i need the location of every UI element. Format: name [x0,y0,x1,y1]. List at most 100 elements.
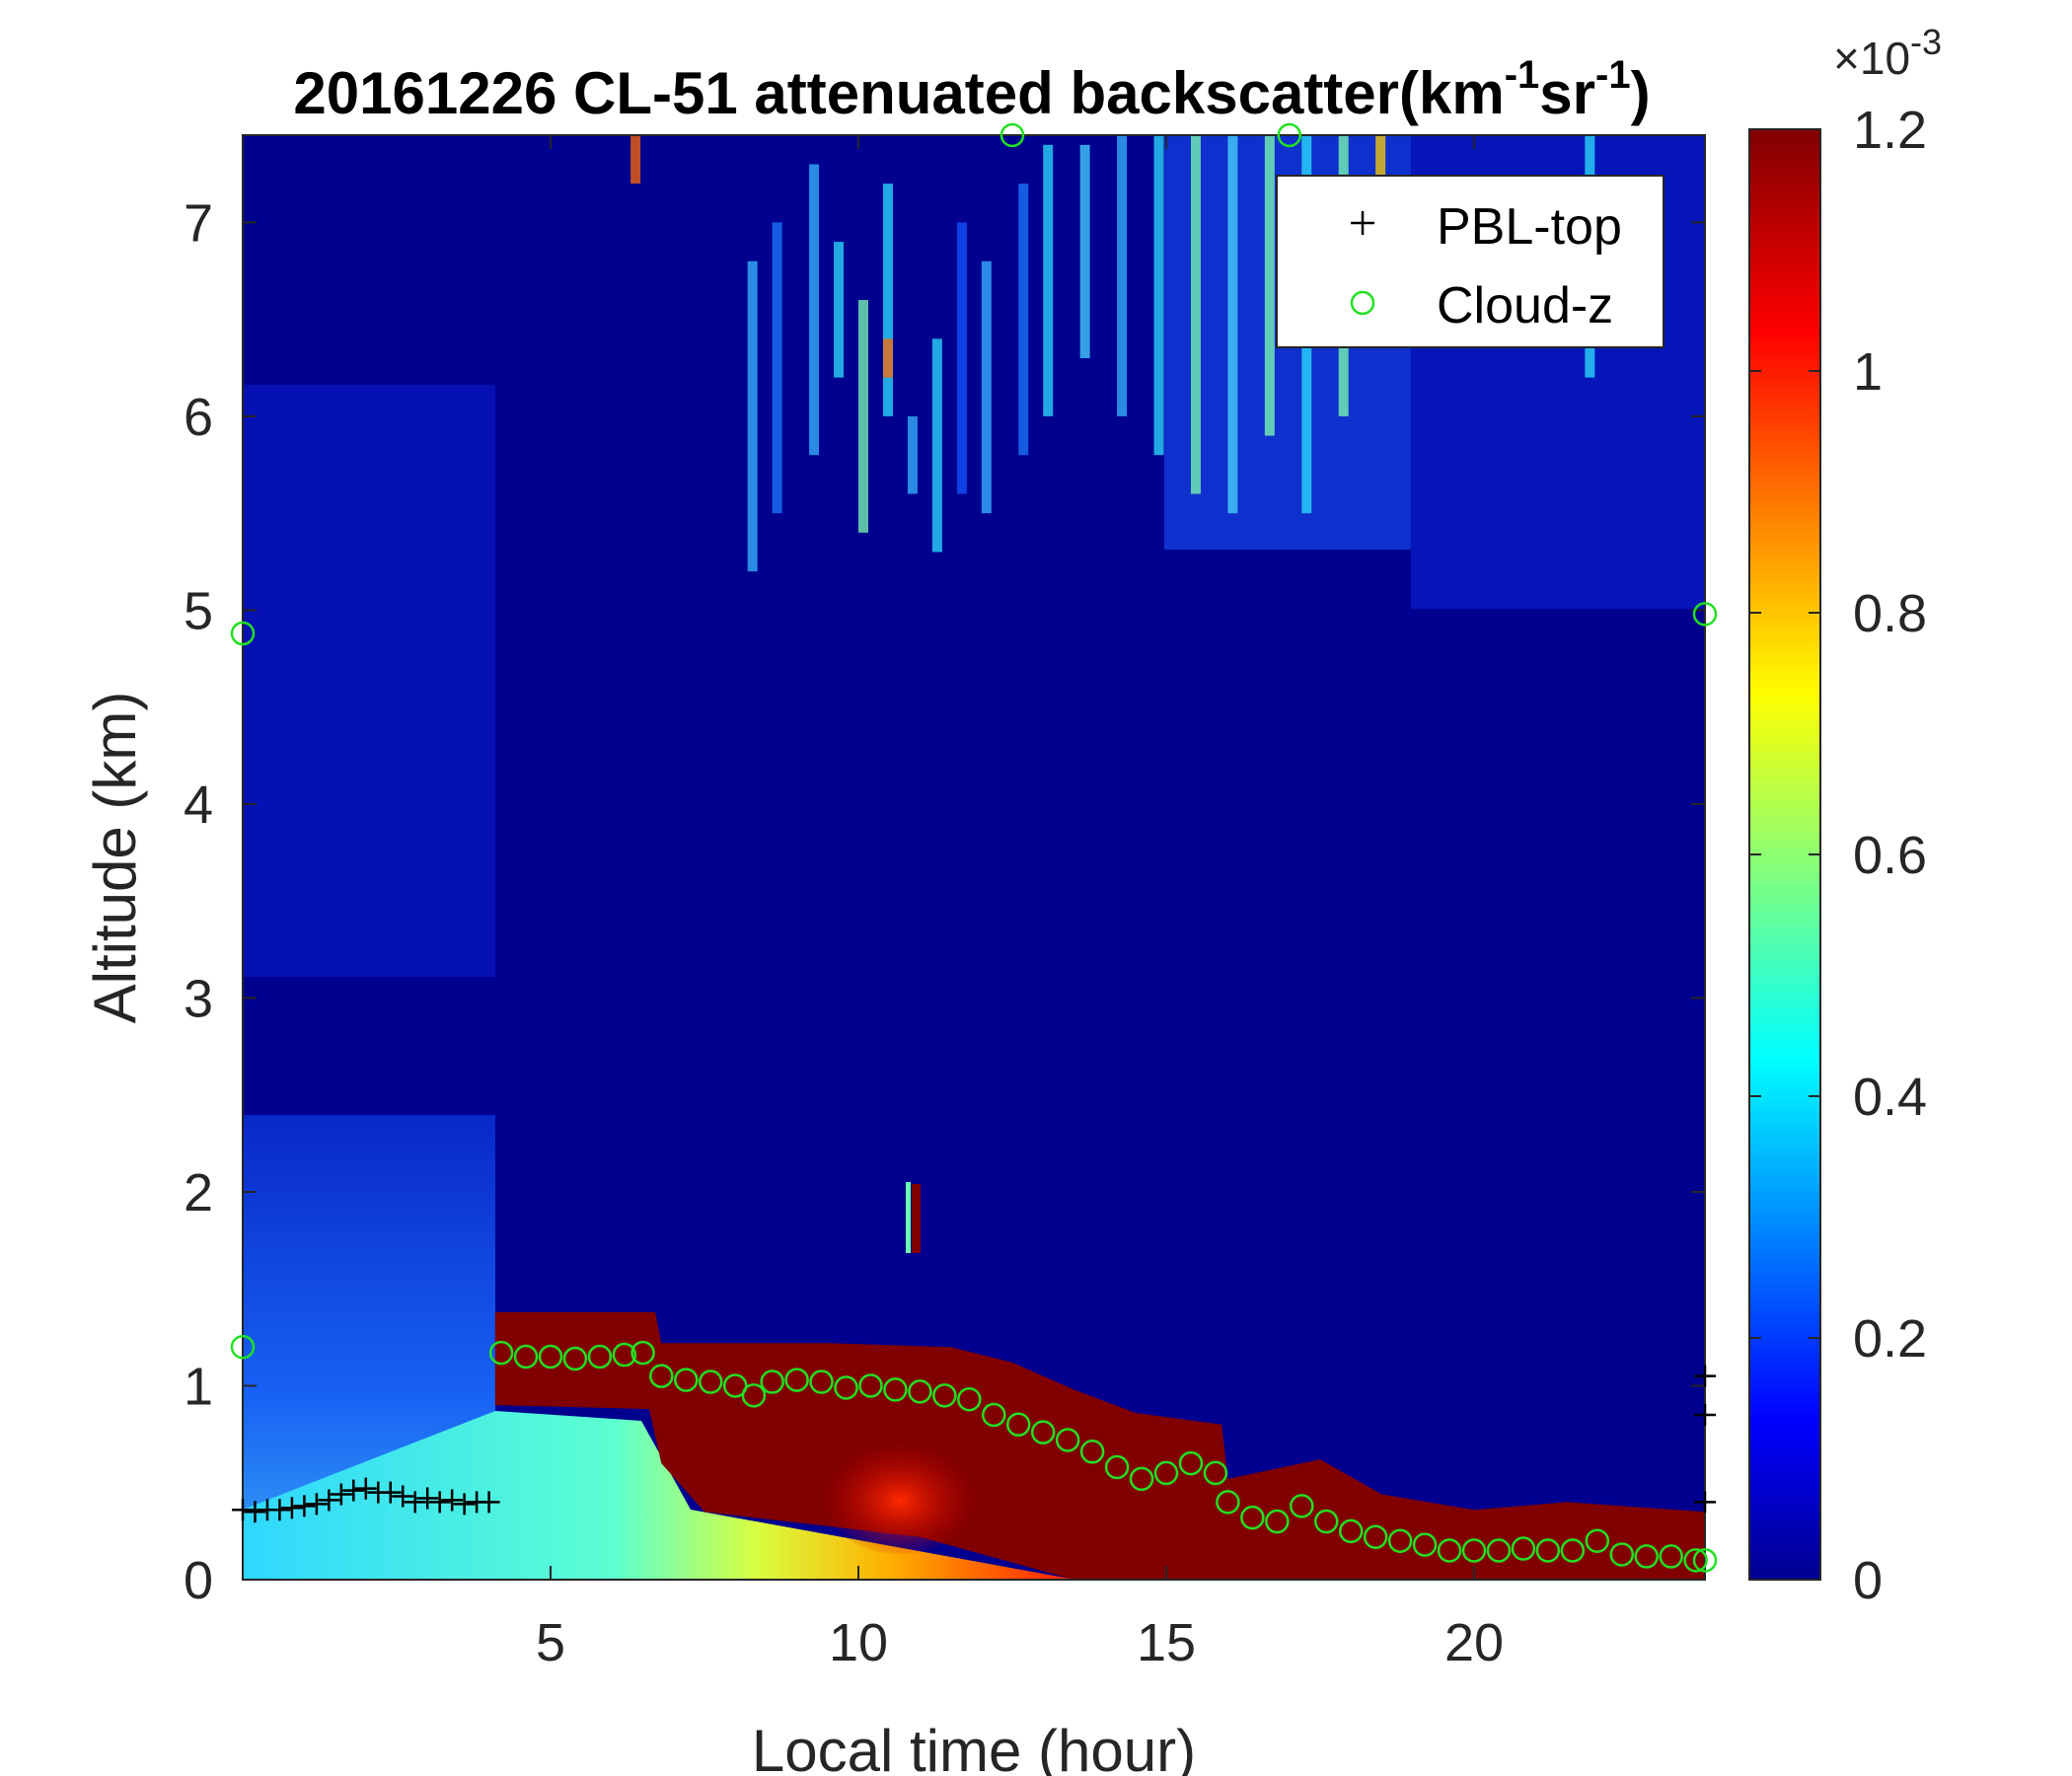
cloud-z-marker [741,1383,767,1408]
pbl-top-marker [379,1481,402,1504]
cloud-streak [1190,135,1201,494]
y-tick-label: 1 [184,1357,213,1416]
pbl-top-marker [1694,1491,1716,1514]
y-tick-label: 3 [184,969,213,1028]
pbl-top-marker [293,1495,316,1517]
cloud-z-marker [834,1375,858,1400]
cloud-z-marker [1412,1532,1438,1557]
colorbar-exponent: ×10-3 [1833,22,1942,84]
pbl-top-marker [268,1499,291,1521]
pbl-top-marker [330,1483,352,1506]
pbl-top-marker [1694,1365,1716,1387]
legend-label-cloud-z: Cloud-z [1437,277,1613,334]
pbl-top-marker [354,1477,377,1500]
colorbar-ticks: 0 0.2 0.4 0.6 0.8 1 1.2 [1749,101,1927,1610]
colorbar-tick-label: 1.2 [1853,101,1927,160]
cloud-streak [1043,144,1054,416]
cloud-z-marker [760,1369,784,1394]
pbl-top-marker [244,1501,266,1523]
cloud-z-marker [982,1402,1006,1428]
cloud-z-marker [230,621,256,646]
pbl-top-marker [232,1499,254,1521]
x-tick-label: 20 [1444,1613,1504,1672]
pbl-top-marker [392,1485,414,1508]
cloud-z-marker [784,1368,809,1392]
legend: PBL-top Cloud-z [1276,175,1665,348]
cloud-z-marker [1692,1548,1718,1573]
cloud-z-marker [1153,1460,1179,1486]
cloud-z-marker [1216,1490,1240,1515]
pbl-top-marker [318,1489,340,1512]
cloud-streak [858,300,868,533]
y-tick-label: 2 [184,1163,213,1222]
legend-label-pbl-top: PBL-top [1437,198,1622,256]
cloud-streak [630,135,641,185]
cloud-z-marker [630,1340,655,1366]
pbl-top-marker [416,1487,439,1510]
cloud-streak [907,415,918,494]
colorbar-tick-label: 1 [1853,342,1883,402]
colorbar-tick-label: 0.4 [1853,1068,1927,1127]
chart-title: 20161226 CL-51 attenuated backscatter(km… [293,53,1650,126]
boundary-layer-hotspot [821,1436,979,1554]
cloud-z-marker [513,1344,539,1369]
cloud-z-marker [1240,1505,1265,1530]
cloud-streak [1079,144,1090,358]
cloud-z-marker [1313,1509,1339,1534]
colorbar-tick-label: 0 [1853,1551,1883,1610]
cloud-z-marker [538,1344,563,1369]
colorbar-tick-label: 0.6 [1853,826,1927,885]
cloud-z-marker [722,1373,748,1398]
cloud-z-marker [1511,1536,1536,1561]
surface-aerosol-layer [243,1411,1071,1580]
cloud-streak [834,242,845,378]
left-aloft-haze [243,385,495,977]
cloud-z-marker [1030,1420,1056,1444]
cloud-z-marker [883,1377,908,1402]
cloud-z-marker [1609,1542,1635,1567]
cloud-z-marker [1005,1412,1031,1438]
cloud-z-marker [1129,1466,1154,1492]
cloud-streak [931,338,942,553]
y-tick-label: 6 [184,388,213,447]
y-axis-label: Altitude (km) [82,692,148,1024]
cloud-z-marker [562,1346,588,1371]
cloud-z-marker [674,1368,699,1392]
cloud-z-marker [1461,1538,1487,1563]
cloud-streak [882,184,893,416]
x-tick-label: 10 [829,1613,888,1672]
cloud-z-marker [649,1364,674,1388]
cloud-z-marker [1486,1538,1512,1563]
x-tick-label: 15 [1137,1613,1196,1672]
legend-entry-pbl-top: PBL-top [1351,198,1622,256]
colorbar: 0 0.2 0.4 0.6 0.8 1 1.2 ×10-3 [1748,22,1942,1610]
cloud-z-marker [1277,122,1302,148]
x-axis: 5 10 15 20 [536,135,1504,1672]
backscatter-heatmap [243,135,1705,1580]
pbl-top-series [232,1365,1716,1523]
cloud-z-marker [957,1386,982,1412]
pbl-top-marker [1694,1403,1716,1426]
pbl-top-marker [305,1493,328,1516]
cloud-z-marker [230,1334,256,1360]
cloud-z-marker [1290,1494,1314,1518]
cloud-z-marker [932,1383,957,1408]
cloud-streak [981,260,992,514]
cloud-z-marker [1437,1538,1462,1563]
pbl-top-marker [453,1493,476,1516]
cloud-z-marker [1178,1450,1204,1476]
cloud-z-series [230,122,1718,1573]
cloud-z-marker [488,1340,514,1366]
cloud-z-marker [1079,1440,1105,1464]
cloud-z-marker [612,1342,637,1368]
cloud-streak [882,338,893,378]
y-tick-label: 4 [184,776,213,835]
cloud-z-marker [908,1379,932,1404]
pbl-top-marker [478,1491,500,1514]
cloud-z-marker [587,1344,613,1369]
y-tick-label: 0 [184,1551,213,1610]
cloud-z-marker [809,1369,834,1394]
colorbar-tick-label: 0.2 [1853,1309,1927,1369]
legend-box [1276,175,1665,348]
cloud-z-marker [1535,1538,1561,1563]
